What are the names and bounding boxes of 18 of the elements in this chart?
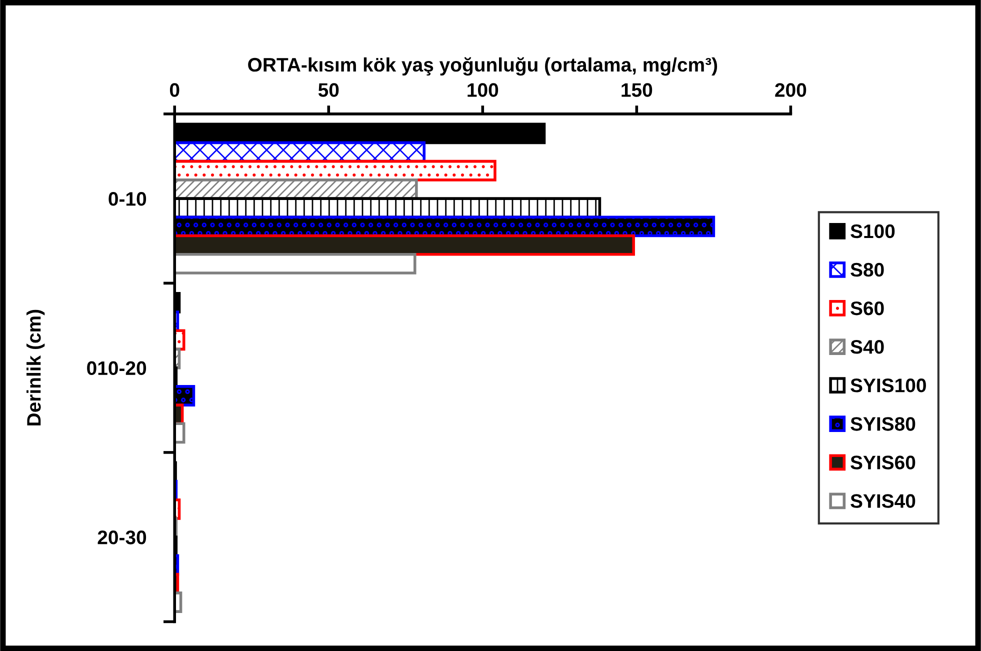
x-axis-title: ORTA-kısım kök yaş yoğunluğu (ortalama, mg/cm³) (248, 57, 718, 76)
y-tick-label: 010-20 (87, 361, 146, 376)
x-tick-label: 200 (775, 83, 806, 97)
y-tick-label: 0-10 (108, 192, 146, 206)
legend-label: S100 (850, 224, 895, 238)
y-tick-label: 20-30 (98, 530, 146, 544)
legend-label: SYIS100 (850, 378, 926, 392)
x-tick-label: 50 (318, 83, 339, 97)
legend-label: SYIS60 (850, 456, 916, 470)
x-tick-label: 150 (622, 83, 652, 97)
legend-label: S80 (850, 262, 884, 277)
y-axis-title: Derinlik (cm) (26, 310, 45, 426)
x-tick-label: 0 (170, 83, 180, 97)
legend-label: SYIS40 (850, 494, 916, 508)
legend-label: S60 (850, 301, 884, 316)
x-tick-label: 100 (468, 83, 498, 97)
legend-label: S40 (850, 340, 884, 354)
legend-label: SYIS80 (850, 417, 916, 431)
